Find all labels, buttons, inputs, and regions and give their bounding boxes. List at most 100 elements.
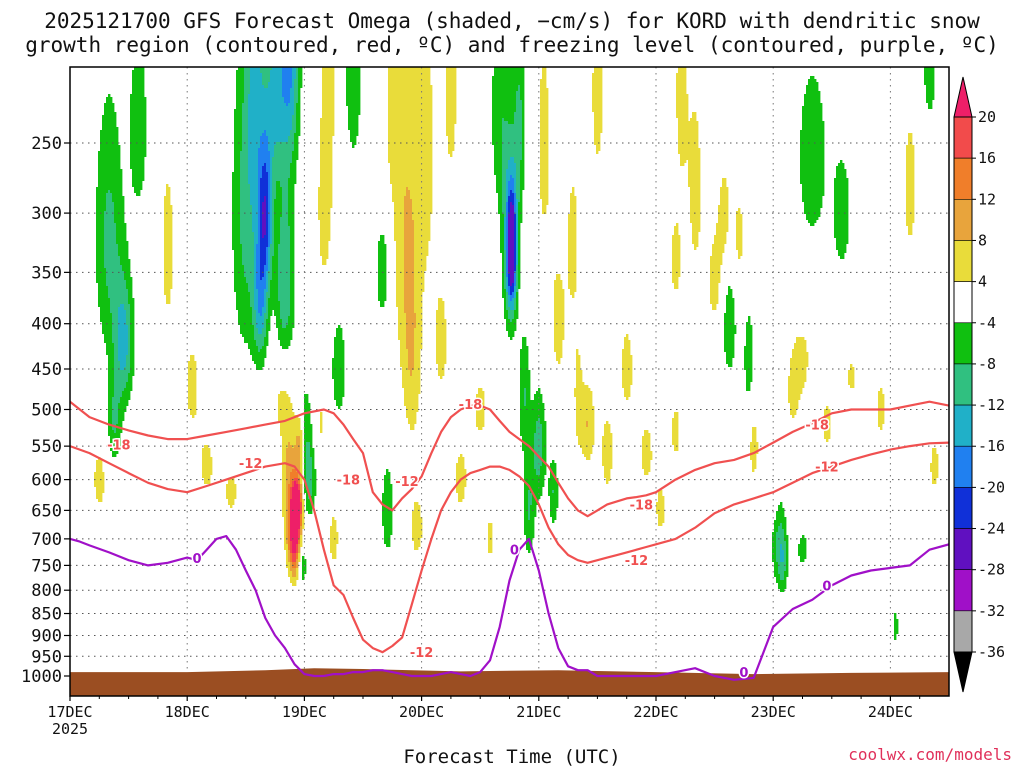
colorbar-label: -28 [978,561,1005,579]
omega-cell [542,403,545,487]
omega-cell [122,370,125,391]
omega-cell [266,67,269,88]
omega-cell [268,271,271,298]
x-tick-label: 24DEC [868,703,913,721]
omega-cell [298,538,301,544]
omega-cell [114,112,117,223]
omega-cell [556,478,559,508]
omega-cell [294,577,297,586]
colorbar-label: -12 [978,396,1005,414]
omega-cell [256,244,259,289]
omega-cell [818,91,821,217]
omega-cell [144,97,147,157]
omega-cell [348,67,351,130]
omega-cell [294,415,297,445]
omega-cell [930,463,933,472]
omega-cell [290,163,293,340]
omega-cell [414,502,417,550]
omega-cell [262,133,265,166]
omega-cell [806,352,809,367]
omega-cell [266,172,269,247]
omega-cell [284,142,287,328]
omega-cell [262,346,265,367]
omega-cell [896,619,899,634]
omega-cell [508,295,511,307]
omega-cell [802,106,805,202]
omega-cell [294,79,297,133]
omega-cell [414,67,417,313]
omega-cell [254,310,257,340]
omega-cell [308,403,311,442]
omega-cell [292,577,295,586]
x-year-label: 2025 [52,720,88,738]
omega-cell [524,337,527,388]
omega-cell [568,214,571,289]
omega-cell [530,505,533,550]
omega-cell [780,562,783,580]
omega-cell [296,67,299,103]
omega-cell [264,67,267,88]
omega-cell [204,445,207,484]
omega-cell [288,484,291,550]
omega-cell [410,199,413,376]
omega-cell [98,457,101,502]
omega-cell [242,67,245,103]
omega-cell [750,325,753,382]
omega-cell [290,445,293,472]
omega-cell [272,67,275,157]
omega-cell [806,85,809,220]
omega-cell [244,67,247,277]
omega-cell [262,202,265,238]
omega-cell [266,319,269,346]
omega-cell [738,208,741,259]
omega-cell [680,67,683,166]
omega-cell [718,205,721,283]
omega-cell [236,70,239,310]
omega-cell [810,76,813,226]
omega-cell [300,430,303,484]
omega-cell [120,169,123,265]
omega-cell [286,544,289,568]
omega-cell [170,205,173,289]
omega-cell [910,133,913,235]
omega-cell [650,451,653,460]
omega-cell [342,340,345,397]
omega-cell [264,163,267,196]
omega-cell [262,166,265,202]
omega-cell [504,250,507,289]
omega-cell [298,553,301,562]
omega-cell [412,511,415,541]
omega-cell [476,394,479,427]
omega-cell [648,433,651,472]
omega-cell [776,511,779,532]
omega-cell [400,67,403,367]
omega-cell [804,538,807,559]
omega-cell [124,223,127,280]
omega-cell [284,67,287,103]
omega-cell [164,196,167,295]
omega-cell [512,178,515,193]
omega-cell [252,325,255,361]
omega-cell [280,142,283,187]
colorbar-label: 4 [978,273,987,291]
omega-cell [264,196,267,235]
omega-cell [292,481,295,487]
omega-cell [786,535,789,577]
omega-cell [298,544,301,553]
omega-cell [306,490,309,511]
omega-cell [246,67,249,283]
omega-cell [712,244,715,310]
omega-cell [382,493,385,526]
omega-cell [116,424,119,454]
omega-cell [508,67,511,124]
omega-cell [508,196,511,214]
omega-cell [296,436,299,472]
omega-cell [260,178,263,280]
omega-cell [270,70,273,244]
omega-cell [306,442,309,490]
omega-cell [110,97,113,193]
omega-cell [802,535,805,562]
omega-cell [248,292,251,349]
omega-cell [112,397,115,430]
omega-cell [122,304,125,370]
